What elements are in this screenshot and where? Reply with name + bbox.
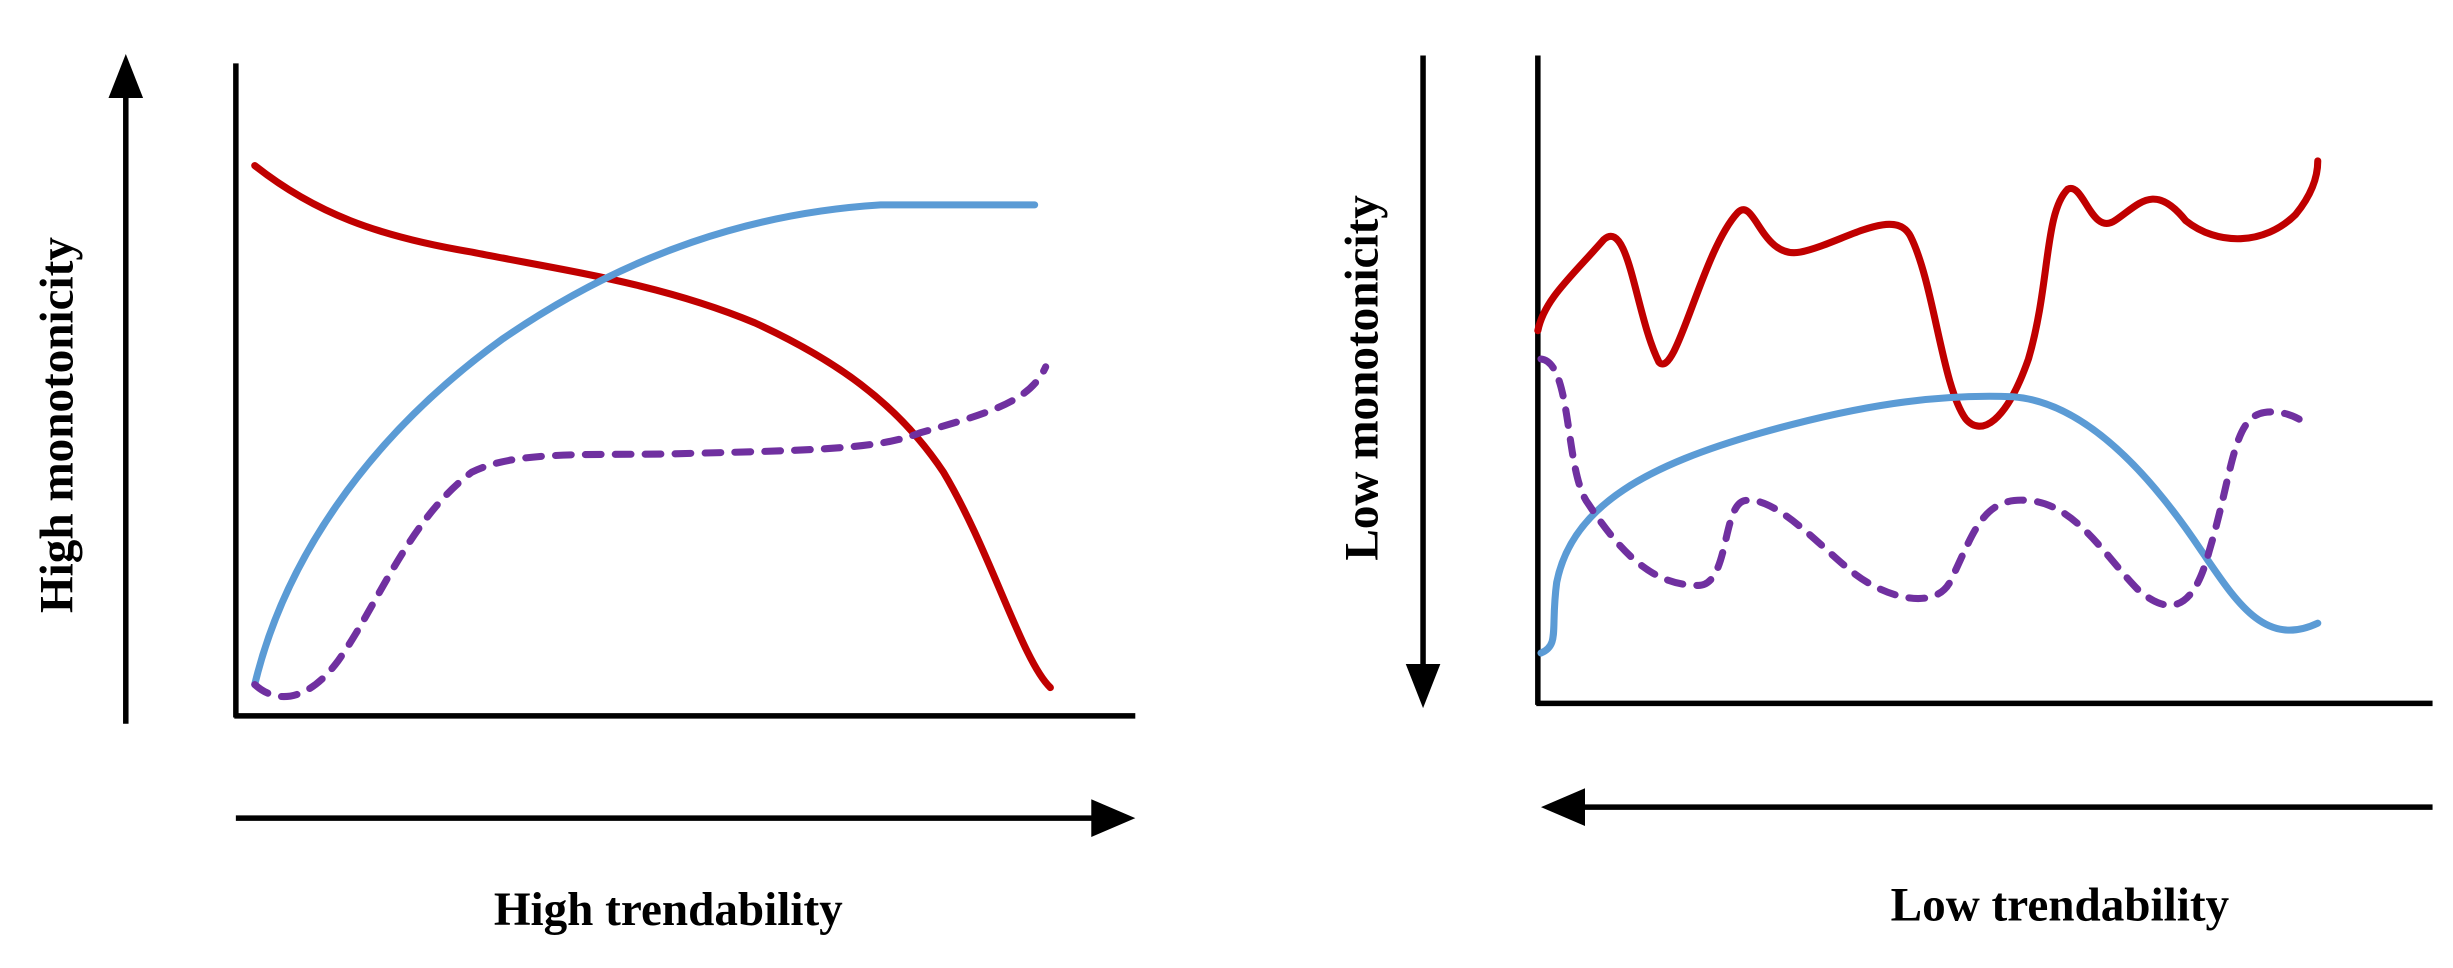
panel-low: Low monotonicity Low trendability [1336,55,2433,931]
blue-curve [251,201,1039,689]
x-axis-label: High trendability [494,884,843,936]
blue-curve [1537,392,2322,657]
purple-dashed-curve [1537,355,2312,609]
arrowhead-left-icon [1540,788,1586,827]
red-curve [1534,157,2322,430]
arrowhead-down-icon [1405,664,1441,709]
arrowhead-right-icon [1091,799,1136,838]
panel-high: High monotonicity High trendability [31,53,1136,936]
y-axis-label: High monotonicity [31,237,83,613]
x-axis-label: Low trendability [1891,879,2230,931]
arrowhead-up-icon [108,53,144,98]
y-axis-label: Low monotonicity [1336,195,1388,561]
red-curve [251,162,1054,692]
purple-dashed-curve [251,363,1050,700]
